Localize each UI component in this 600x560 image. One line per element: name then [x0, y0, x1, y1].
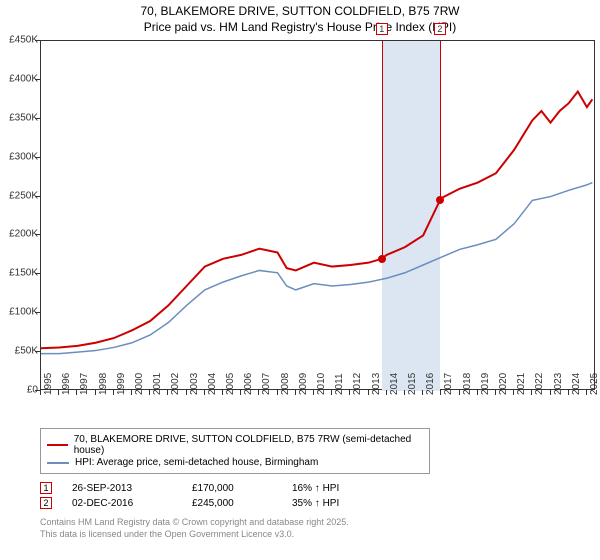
chart-title: 70, BLAKEMORE DRIVE, SUTTON COLDFIELD, B…: [0, 0, 600, 20]
sale-delta: 35% ↑ HPI: [292, 498, 339, 509]
chart-area: 12 £0£50K£100K£150K£200K£250K£300K£350K£…: [40, 40, 600, 420]
sale-delta: 16% ↑ HPI: [292, 483, 339, 494]
x-axis-label: 2025: [589, 373, 600, 395]
legend-label-price: 70, BLAKEMORE DRIVE, SUTTON COLDFIELD, B…: [74, 434, 423, 456]
series-price: [41, 92, 592, 349]
x-axis-label: 1995: [43, 373, 54, 395]
footer-line-1: Contains HM Land Registry data © Crown c…: [40, 517, 600, 529]
x-axis-label: 2013: [371, 373, 382, 395]
x-axis-label: 2012: [352, 373, 363, 395]
x-axis-label: 1999: [116, 373, 127, 395]
y-axis-label: £250K: [0, 190, 38, 201]
y-axis-label: £400K: [0, 73, 38, 84]
y-axis-label: £50K: [0, 346, 38, 357]
x-axis-label: 2020: [498, 373, 509, 395]
series-hpi: [41, 183, 592, 354]
x-axis-label: 2010: [316, 373, 327, 395]
plot: 12: [40, 40, 595, 390]
x-axis-label: 2024: [571, 373, 582, 395]
x-axis-label: 2000: [134, 373, 145, 395]
y-axis-label: £350K: [0, 112, 38, 123]
x-axis-label: 2019: [480, 373, 491, 395]
sale-price: £245,000: [192, 498, 272, 509]
sale-row: 2 02-DEC-2016 £245,000 35% ↑ HPI: [40, 497, 600, 509]
legend-item-price: 70, BLAKEMORE DRIVE, SUTTON COLDFIELD, B…: [47, 434, 423, 456]
chart-subtitle: Price paid vs. HM Land Registry's House …: [0, 20, 600, 40]
y-axis-label: £450K: [0, 35, 38, 46]
sale-row: 1 26-SEP-2013 £170,000 16% ↑ HPI: [40, 482, 600, 494]
sale-price: £170,000: [192, 483, 272, 494]
marker-label: 2: [434, 23, 446, 35]
footer-line-2: This data is licensed under the Open Gov…: [40, 529, 600, 541]
x-axis-label: 2001: [152, 373, 163, 395]
x-axis-label: 2014: [389, 373, 400, 395]
x-axis-label: 2002: [170, 373, 181, 395]
sales-table: 1 26-SEP-2013 £170,000 16% ↑ HPI 2 02-DEC-201…: [40, 482, 600, 509]
marker-label: 1: [376, 23, 388, 35]
x-axis-label: 1998: [98, 373, 109, 395]
legend-label-hpi: HPI: Average price, semi-detached house,…: [75, 457, 318, 468]
x-axis-label: 2007: [261, 373, 272, 395]
y-axis-label: £300K: [0, 151, 38, 162]
sale-date: 02-DEC-2016: [72, 498, 172, 509]
legend-swatch-price: [47, 444, 68, 446]
x-axis-label: 2017: [443, 373, 454, 395]
y-axis-label: £200K: [0, 229, 38, 240]
marker-dot: [436, 196, 444, 204]
x-axis-label: 2023: [553, 373, 564, 395]
x-axis-label: 2016: [425, 373, 436, 395]
sale-marker: 1: [40, 482, 52, 494]
x-axis-label: 2008: [280, 373, 291, 395]
y-axis-label: £100K: [0, 307, 38, 318]
chart-lines: [41, 41, 596, 391]
x-axis-label: 2006: [243, 373, 254, 395]
x-axis-label: 1996: [61, 373, 72, 395]
legend-swatch-hpi: [47, 462, 69, 464]
x-axis-label: 2015: [407, 373, 418, 395]
y-axis-label: £0: [0, 385, 38, 396]
x-axis-label: 1997: [79, 373, 90, 395]
sale-marker: 2: [40, 497, 52, 509]
footer: Contains HM Land Registry data © Crown c…: [40, 517, 600, 540]
marker-line: [440, 41, 441, 200]
x-axis-label: 2022: [534, 373, 545, 395]
x-axis-label: 2021: [516, 373, 527, 395]
x-axis-label: 2003: [189, 373, 200, 395]
sale-date: 26-SEP-2013: [72, 483, 172, 494]
x-axis-label: 2009: [298, 373, 309, 395]
marker-dot: [378, 255, 386, 263]
x-axis-label: 2004: [207, 373, 218, 395]
x-axis-label: 2005: [225, 373, 236, 395]
x-axis-label: 2018: [462, 373, 473, 395]
marker-line: [382, 41, 383, 259]
x-axis-label: 2011: [334, 373, 345, 395]
legend-item-hpi: HPI: Average price, semi-detached house,…: [47, 457, 423, 468]
legend: 70, BLAKEMORE DRIVE, SUTTON COLDFIELD, B…: [40, 428, 430, 474]
y-axis-label: £150K: [0, 268, 38, 279]
